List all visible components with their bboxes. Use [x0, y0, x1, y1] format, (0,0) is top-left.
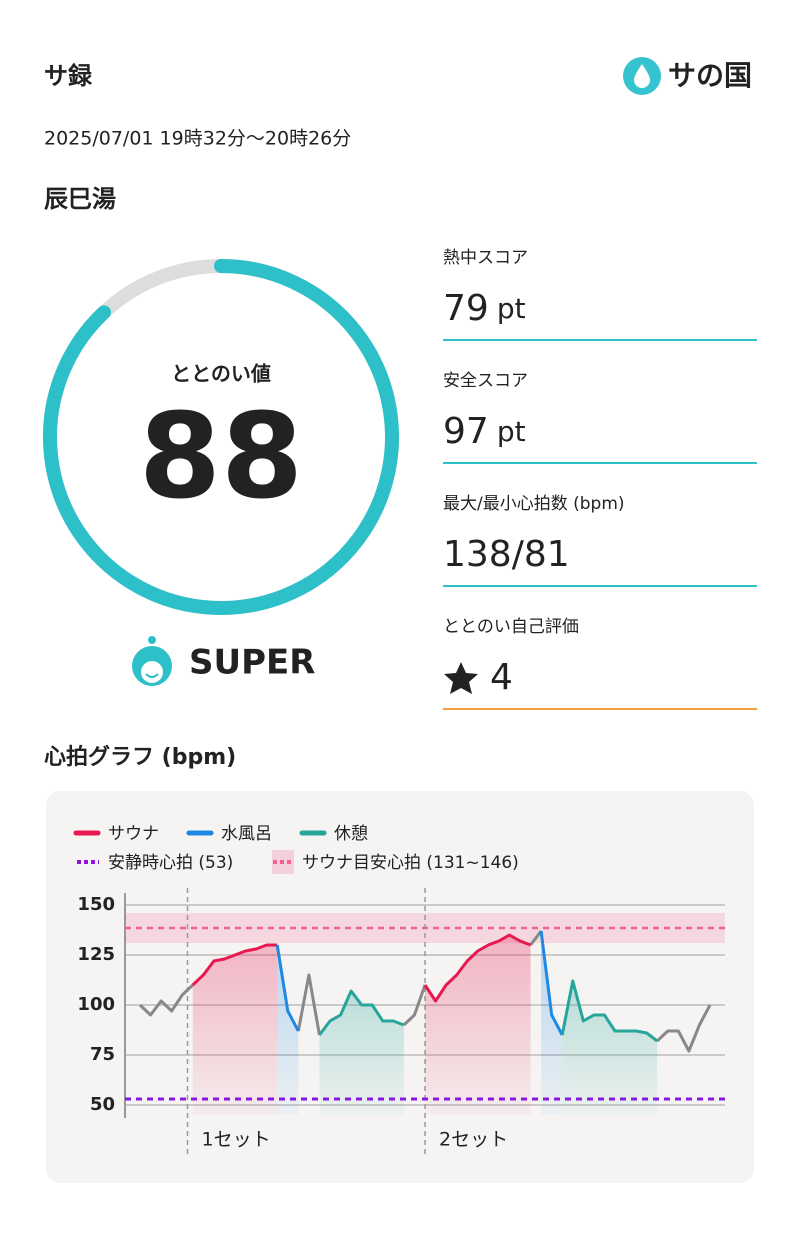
y-tick-label: 150	[77, 894, 115, 915]
y-tick-label: 75	[90, 1044, 115, 1065]
rank-label: SUPER	[189, 643, 315, 683]
legend-label: サウナ	[108, 824, 159, 844]
gauge-arc	[43, 259, 399, 615]
chart-card	[46, 791, 754, 1183]
stat-label: 安全スコア	[443, 371, 528, 391]
series-line	[191, 933, 532, 1003]
stat-number: 4	[490, 657, 513, 698]
series-line	[275, 930, 564, 1036]
stat-value: 79 pt	[443, 288, 526, 329]
series-area	[319, 981, 658, 1115]
stat-label: ととのい自己評価	[443, 617, 579, 637]
stat-label: 熱中スコア	[443, 248, 528, 268]
place-name: 辰巳湯	[44, 185, 116, 213]
stat-number: 138/81	[443, 534, 570, 575]
stat-unit: pt	[497, 292, 526, 325]
set-label: 2セット	[439, 1129, 508, 1151]
series-line	[318, 979, 659, 1043]
app-title: サ録	[44, 62, 93, 90]
logo-drop	[634, 64, 650, 88]
series-line	[138, 930, 712, 1053]
legend-label: サウナ目安心拍 (131~146)	[302, 853, 519, 873]
stat-value: 138/81	[443, 534, 570, 575]
stat-unit: pt	[497, 415, 526, 448]
legend-label: 安静時心拍 (53)	[108, 853, 233, 873]
legend-label: 水風呂	[221, 824, 272, 844]
stat-number: 79	[443, 288, 489, 329]
stat-label: 最大/最小心拍数 (bpm)	[443, 494, 625, 514]
stat-number: 97	[443, 411, 489, 452]
datetime: 2025/07/01 19時32分〜20時26分	[44, 128, 351, 150]
legend-label: 休憩	[334, 824, 368, 844]
stat-value: 97 pt	[443, 411, 526, 452]
chart-title: 心拍グラフ (bpm)	[44, 744, 236, 770]
set-label: 1セット	[202, 1129, 271, 1151]
rank-icon	[132, 636, 172, 686]
stat-value: 4	[490, 657, 513, 698]
y-tick-label: 100	[77, 994, 115, 1015]
logo-text: サの国	[668, 59, 752, 92]
gauge-value: 88	[139, 387, 303, 525]
star-icon	[444, 662, 478, 694]
gauge-label: ととのい値	[171, 362, 271, 386]
y-tick-label: 125	[77, 944, 115, 965]
y-tick-label: 50	[90, 1094, 115, 1115]
